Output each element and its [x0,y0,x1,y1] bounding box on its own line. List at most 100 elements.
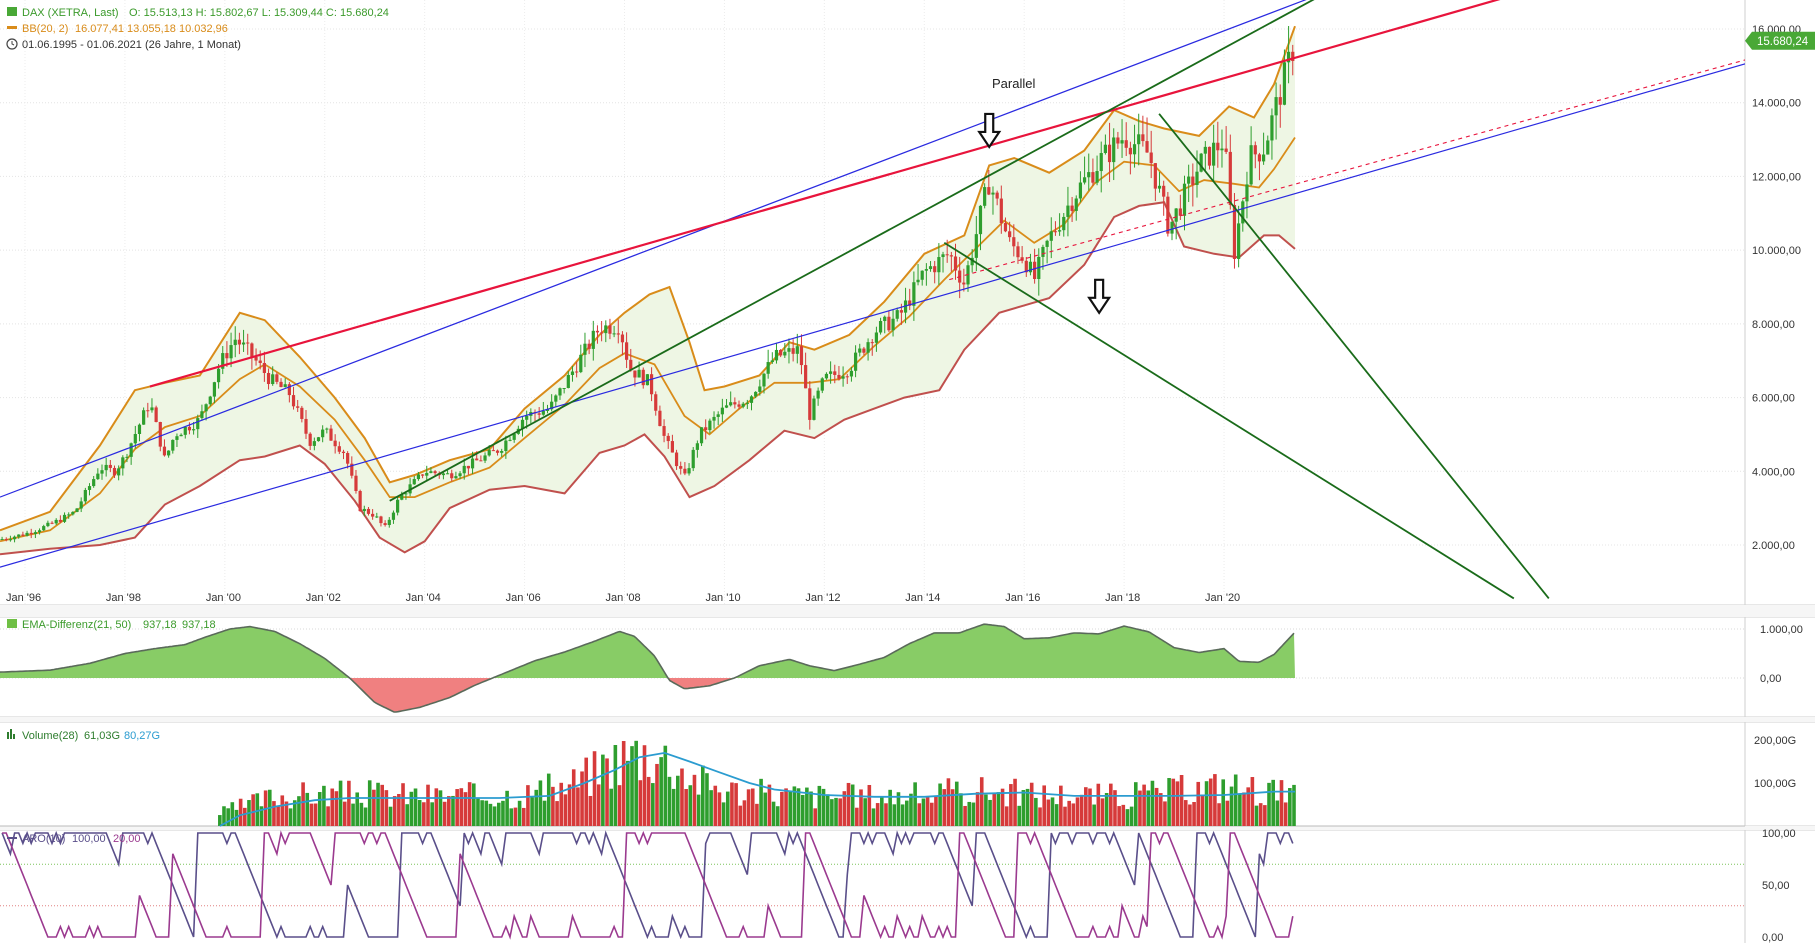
candle-body [849,370,854,377]
candle [720,398,724,422]
candle [196,414,200,438]
volume-bar [638,780,643,826]
volume-bar [417,800,422,826]
candle [766,349,770,379]
candle-body [50,522,54,524]
candle-body [1174,208,1178,222]
candle [1245,171,1249,219]
candle [300,405,304,423]
candle-body [779,349,783,356]
volume-bar [576,787,580,826]
candle [1203,141,1207,172]
volume-bar [459,788,464,826]
volume-bar [784,788,788,826]
candle-body [400,494,404,500]
candle [878,317,883,335]
candle-body [87,486,92,490]
candle-body [1237,223,1241,259]
candle [616,319,620,344]
candle [495,449,500,456]
candle-body [679,466,683,469]
volume-bar [880,796,884,826]
candle-body [824,373,829,379]
volume-bar [438,790,443,826]
volume-bar [988,799,992,826]
volume-bar [1242,792,1246,826]
aroon-down-line [2,830,1294,940]
candle-body [812,398,816,420]
candle-body [658,410,662,427]
candle [791,339,795,362]
volume-bar [846,782,851,826]
volume-bar [788,790,793,826]
volume-bar [226,808,230,826]
candle [1282,49,1287,106]
candle-body [645,374,650,386]
volume-bar [1250,777,1255,826]
candle-body [808,388,812,420]
candle-body [762,373,766,387]
candle [445,469,450,475]
volume-bar [405,804,409,826]
candle-body [1249,145,1253,185]
candle [312,437,316,451]
candle [691,447,695,472]
candle-body [583,343,587,355]
candle [162,439,167,457]
candle-body [962,282,966,285]
trendline-blue-lower [0,63,1745,568]
candle [820,377,824,394]
price-tick-label: 14.000,00 [1752,98,1801,110]
candle [358,489,362,512]
volume-bar [222,806,226,826]
volume-bar [867,784,872,826]
candle-body [229,345,233,359]
candle-body [804,365,808,389]
candle [837,366,841,381]
candle-body [949,255,953,257]
volume-bar [426,784,430,826]
volume-bar [1279,780,1284,826]
candle-body [1199,153,1203,172]
time-tick-label: Jan '98 [106,592,141,604]
candle [579,344,583,374]
trendline-blue-upper [0,0,1307,498]
candle-body [167,450,171,456]
volume-bar [1025,788,1030,826]
volume-bar [1054,804,1059,826]
candle-body [953,256,958,271]
candle-body [841,376,845,379]
candle [779,349,783,358]
candle [866,338,870,361]
volume-bar [796,788,801,826]
aroon-tick-label: 100,00 [1762,828,1796,840]
candle-body [308,433,312,446]
volume-bar [676,775,680,826]
candle-body [991,192,995,195]
candle [337,441,341,455]
candle [466,465,470,475]
candle [258,350,262,370]
volume-bar [809,791,813,826]
candle [679,461,683,475]
volume-bar [825,794,830,826]
volume-bar [767,784,772,826]
candle [583,332,587,368]
volume-bar [326,806,330,826]
volume-bar [896,792,901,826]
candle-body [924,269,928,271]
volume-bar [305,792,310,826]
trend-lines [0,0,1745,600]
candle [1170,221,1174,241]
candle [649,367,654,402]
candle [1137,113,1141,166]
price-tick-label: 8.000,00 [1752,319,1795,331]
volume-bar [1138,790,1142,826]
price-tick-label: 6.000,00 [1752,393,1795,405]
candle-body [1153,163,1157,189]
candle-body [695,443,699,450]
volume-bar [613,745,618,826]
candle-body [1224,148,1228,152]
candle-body [920,270,924,280]
candle [1278,84,1282,128]
